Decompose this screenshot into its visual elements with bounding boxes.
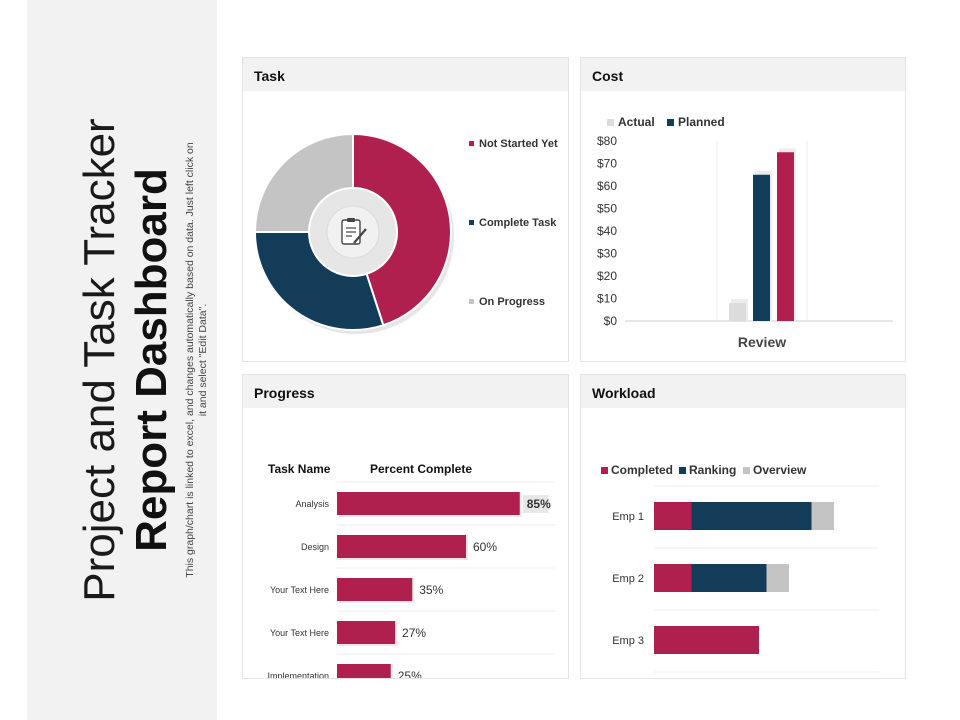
progress-row-label: Your Text Here bbox=[270, 628, 329, 638]
column-header-percent: Percent Complete bbox=[370, 462, 472, 476]
cost-panel: Cost $0 $10 $20 $30 $40 $50 $60 $70 $80 Review Act… bbox=[580, 57, 906, 362]
y-tick-label: $70 bbox=[597, 157, 617, 171]
workload-panel: Workload Completed Ranking Overview Emp 1 Em… bbox=[580, 374, 906, 696]
column-header-task-name: Task Name bbox=[268, 462, 331, 476]
progress-panel: Progress Task Name Percent Complete Analys… bbox=[242, 374, 569, 698]
title-block: Project and Task Tracker Report Dashboar… bbox=[74, 100, 224, 620]
cost-bar-1 bbox=[753, 174, 770, 321]
legend-label-1: Ranking bbox=[689, 463, 736, 477]
task-panel-title: Task bbox=[243, 58, 568, 91]
page-subtitle: Report Dashboard bbox=[127, 168, 176, 552]
y-tick-label: $50 bbox=[597, 202, 617, 216]
progress-row-label: Implementation bbox=[267, 671, 329, 678]
progress-value-label: 60% bbox=[473, 540, 497, 554]
workload-bar-segment bbox=[691, 502, 812, 530]
donut-slice-1 bbox=[253, 231, 385, 331]
legend-label-0: Actual bbox=[618, 115, 655, 129]
progress-bar-3 bbox=[337, 621, 396, 644]
cost-bar-2 bbox=[777, 152, 794, 321]
legend-label-0: Not Started Yet bbox=[479, 138, 558, 150]
legend-label-1: Planned bbox=[678, 115, 725, 129]
y-tick-label: $80 bbox=[597, 134, 617, 148]
progress-value-label: 85% bbox=[527, 497, 551, 511]
workload-bar-segment bbox=[691, 564, 767, 592]
legend-label-2: Overview bbox=[753, 463, 807, 477]
progress-bar-2 bbox=[337, 578, 413, 601]
donut-slice-2 bbox=[253, 132, 354, 233]
progress-bar-0 bbox=[337, 492, 520, 515]
legend-swatch-2 bbox=[469, 299, 474, 304]
y-tick-label: $40 bbox=[597, 224, 617, 238]
legend-swatch-0 bbox=[469, 141, 474, 146]
progress-bar-4 bbox=[337, 664, 391, 687]
workload-bar-segment bbox=[654, 626, 759, 654]
y-tick-label: $10 bbox=[597, 292, 617, 306]
task-panel: Task Not Started Yet Complete Task On Prog… bbox=[242, 57, 569, 362]
workload-row-label: Emp 1 bbox=[612, 511, 644, 523]
workload-bar-segment bbox=[654, 564, 692, 592]
progress-panel-title: Progress bbox=[243, 375, 568, 408]
x-axis-label: Review bbox=[738, 334, 786, 350]
workload-row-label: Emp 2 bbox=[612, 573, 644, 585]
task-donut-chart: Not Started Yet Complete Task On Progress bbox=[253, 132, 558, 334]
progress-bar-1 bbox=[337, 535, 466, 558]
legend-label-0: Completed bbox=[611, 463, 673, 477]
progress-row-label: Your Text Here bbox=[270, 585, 329, 595]
legend-swatch-2 bbox=[743, 467, 750, 474]
cost-bar-chart: $0 $10 $20 $30 $40 $50 $60 $70 $80 Review Actual Pl… bbox=[597, 115, 893, 350]
page-description: This graph/chart is linked to excel, and… bbox=[184, 142, 209, 578]
progress-value-label: 35% bbox=[419, 583, 443, 597]
progress-bar-chart: Task Name Percent Complete Analysis 85% Desi… bbox=[267, 462, 555, 698]
legend-label-1: Complete Task bbox=[479, 217, 557, 229]
workload-row-label: Emp 3 bbox=[612, 635, 644, 647]
progress-value-label: 27% bbox=[402, 626, 426, 640]
legend-swatch-0 bbox=[607, 119, 614, 126]
sidebar: Project and Task Tracker Report Dashboar… bbox=[27, 0, 217, 720]
cost-bar-0 bbox=[729, 303, 746, 321]
page-title: Project and Task Tracker bbox=[75, 118, 124, 602]
donut-slice-0 bbox=[352, 132, 452, 327]
y-tick-label: $20 bbox=[597, 269, 617, 283]
legend-swatch-1 bbox=[679, 467, 686, 474]
y-tick-label: $0 bbox=[604, 314, 618, 328]
workload-bar-segment bbox=[811, 502, 834, 530]
workload-bar-segment bbox=[766, 564, 789, 592]
legend-swatch-0 bbox=[601, 467, 608, 474]
y-tick-label: $60 bbox=[597, 179, 617, 193]
progress-row-label: Analysis bbox=[295, 499, 329, 509]
workload-panel-title: Workload bbox=[581, 375, 905, 408]
legend-swatch-1 bbox=[469, 220, 474, 225]
y-tick-label: $30 bbox=[597, 247, 617, 261]
clipboard-pen-icon bbox=[341, 218, 367, 245]
progress-value-label: 25% bbox=[398, 669, 422, 678]
progress-row-label: Design bbox=[301, 542, 329, 552]
legend-label-2: On Progress bbox=[479, 296, 545, 308]
legend-swatch-1 bbox=[667, 119, 674, 126]
workload-bar-segment bbox=[654, 502, 692, 530]
value-label-bg bbox=[522, 495, 549, 513]
cost-panel-title: Cost bbox=[581, 58, 905, 91]
